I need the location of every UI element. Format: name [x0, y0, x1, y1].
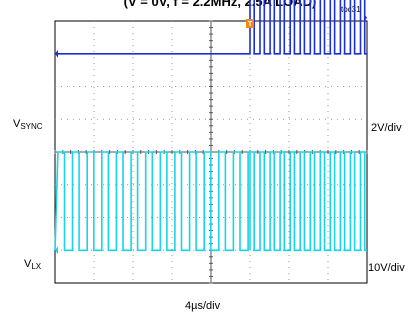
ch1-offset-marker — [55, 49, 58, 58]
markers: T — [55, 13, 367, 255]
sync-trace — [55, 0, 367, 55]
ch2-offset-marker — [55, 246, 58, 255]
traces — [54, 0, 367, 252]
chart-title: (V = 0V, f = 2.2MHz, 2.5A LOAD) — [123, 0, 317, 9]
lx-trace — [54, 151, 367, 252]
trigger-level-marker — [364, 13, 367, 22]
trigger-marker-label: T — [248, 21, 253, 28]
ch1-label: VSYNC — [13, 118, 43, 131]
ch1-scale: 2V/div — [371, 122, 402, 134]
trigger-marker — [246, 19, 254, 28]
x-axis-label: 4µs/div — [185, 300, 221, 312]
ch2-label: VLX — [24, 258, 42, 271]
ch2-scale: 10V/div — [368, 262, 405, 274]
